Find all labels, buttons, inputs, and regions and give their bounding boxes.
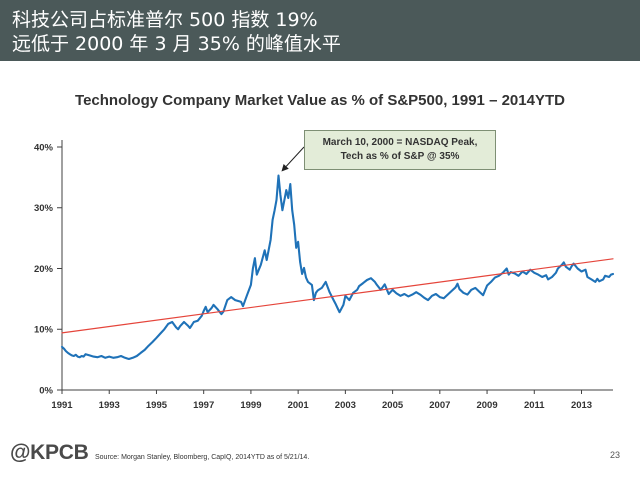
kpcb-logo: @KPCB	[10, 441, 89, 464]
x-tick-label: 2005	[382, 400, 404, 411]
x-tick-label: 2009	[476, 400, 497, 411]
annotation-arrowhead	[281, 164, 289, 172]
annotation-line-1: March 10, 2000 = NASDAQ Peak,	[322, 137, 478, 148]
source-note: Source: Morgan Stanley, Bloomberg, CapIQ…	[95, 454, 310, 461]
x-tick-label: 2011	[524, 400, 545, 411]
y-tick-label: 10%	[34, 325, 54, 336]
y-tick-label: 20%	[34, 264, 54, 275]
x-tick-label: 1993	[99, 400, 120, 411]
x-tick-label: 2007	[429, 400, 450, 411]
x-tick-label: 2001	[288, 400, 310, 411]
y-tick-label: 40%	[34, 142, 54, 153]
x-tick-label: 2003	[335, 400, 356, 411]
y-tick-label: 0%	[39, 385, 53, 396]
annotation-line-2: Tech as % of S&P @ 35%	[340, 151, 460, 162]
chart-title: Technology Company Market Value as % of …	[75, 92, 565, 109]
headline-line-1: 科技公司占标准普尔 500 指数 19%	[12, 9, 318, 31]
x-tick-label: 1997	[193, 400, 214, 411]
x-tick-label: 2013	[571, 400, 592, 411]
tech-market-value-line	[60, 174, 615, 361]
nasdaq-peak-annotation: March 10, 2000 = NASDAQ Peak, Tech as % …	[304, 130, 496, 170]
slide-header: 科技公司占标准普尔 500 指数 19% 远低于 2000 年 3 月 35% …	[0, 0, 640, 61]
page-number: 23	[610, 450, 621, 460]
annotation-arrow-line	[285, 146, 305, 167]
x-tick-label: 1999	[240, 400, 261, 411]
y-tick-label: 30%	[34, 203, 54, 214]
headline-line-2: 远低于 2000 年 3 月 35% 的峰值水平	[12, 33, 341, 55]
x-tick-label: 1991	[51, 400, 73, 411]
trend-line	[61, 258, 614, 334]
x-tick-label: 1995	[146, 400, 168, 411]
